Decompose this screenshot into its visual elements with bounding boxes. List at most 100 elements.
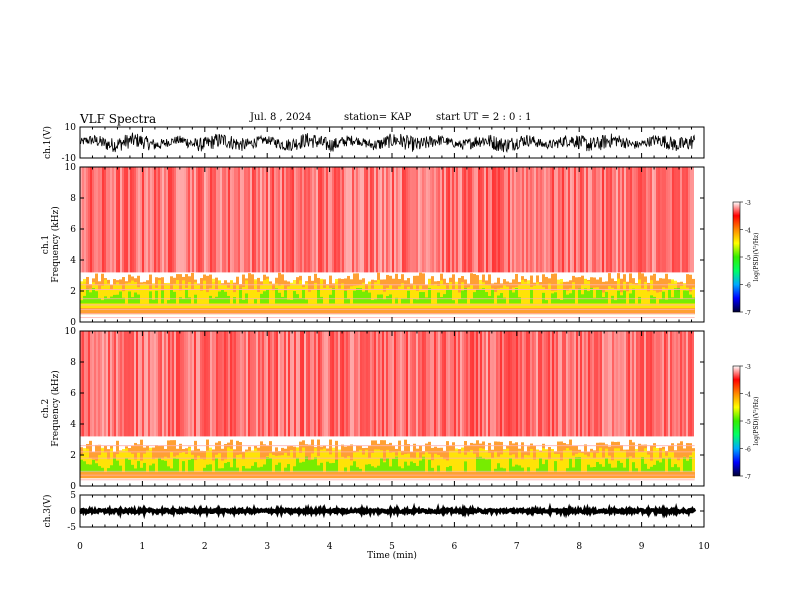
spectrogram-stripe (400, 167, 402, 273)
spectrogram-band (593, 467, 596, 473)
spectrogram-stripe (106, 167, 108, 273)
spectrogram-stripe (156, 331, 158, 437)
spectrogram-stripe (584, 167, 586, 273)
spectrogram-stripe (88, 331, 90, 437)
spectrogram-stripe (502, 167, 504, 273)
spectrogram-ylabel: ch.2Frequency (kHz) (41, 370, 61, 447)
spectrogram-band (104, 296, 107, 304)
spectrogram-band (332, 462, 335, 473)
spectrogram-band (221, 289, 224, 304)
spectrogram-band (368, 464, 371, 473)
spectrogram-band (653, 447, 656, 473)
spectrogram-stripe (438, 331, 440, 437)
spectrogram-stripe (480, 167, 482, 273)
spectrogram-stripe (582, 331, 584, 437)
spectrogram-band (194, 440, 197, 479)
spectrogram-stripe (358, 167, 360, 273)
colorbar-tick-label: -4 (745, 392, 751, 399)
spectrogram-stripe (380, 167, 382, 273)
spectrogram-band (482, 288, 485, 304)
waveform-ch3-tick-label: 0 (70, 507, 76, 517)
spectrogram-stripe (250, 331, 252, 437)
spectrogram-stripe (542, 331, 544, 437)
time-axis-label: Time (min) (367, 550, 417, 561)
spectrogram-stripe (194, 167, 196, 273)
spectrogram-stripe (168, 167, 170, 273)
spectrogram-band (278, 292, 281, 304)
spectrogram-stripe (206, 331, 208, 437)
spectrogram-stripe (648, 167, 650, 273)
spectrogram-band (284, 452, 287, 473)
spectrogram-band (611, 460, 614, 473)
spectrogram-stripe (534, 167, 536, 273)
spectrogram-band (254, 448, 257, 473)
spectrogram-band (560, 441, 563, 479)
spectrogram-band (161, 290, 164, 304)
colorbar-tick-label: -6 (745, 447, 751, 454)
spectrogram-stripe (164, 167, 166, 273)
spectrogram-stripe (120, 331, 122, 437)
spectrogram-band (227, 447, 230, 473)
spectrogram-stripe (94, 167, 96, 273)
spectrogram-band (593, 287, 596, 309)
spectrogram-band (653, 464, 656, 473)
spectrogram-stripe (296, 167, 298, 273)
spectrogram-stripe (536, 331, 538, 437)
spectrogram-band (563, 450, 566, 473)
spectrogram-stripe (388, 331, 390, 437)
spectrogram-stripe (512, 167, 514, 273)
spectrogram-band (317, 289, 320, 304)
spectrogram-stripe (108, 331, 110, 437)
spectrogram-stripe (432, 167, 434, 273)
spectrogram-stripe (468, 331, 470, 437)
spectrogram-band (665, 455, 668, 473)
spectrogram-stripe (588, 331, 590, 437)
spectrogram-stripe (298, 331, 300, 437)
spectrogram-band (269, 457, 272, 473)
spectrogram-band (359, 288, 362, 304)
spectrogram-band (119, 465, 122, 473)
spectrogram-band (302, 447, 305, 473)
spectrogram-band (557, 453, 560, 473)
waveform-ch1-line (79, 132, 695, 153)
spectrogram-stripe (228, 331, 230, 437)
spectrogram-stripe (664, 167, 666, 273)
spectrogram-band (428, 459, 431, 473)
spectrogram-stripe (198, 167, 200, 273)
spectrogram-tick-label: 0 (70, 318, 76, 328)
spectrogram-band (143, 462, 146, 473)
spectrogram-band (398, 466, 401, 473)
colorbar-gradient (732, 365, 741, 477)
spectrogram-stripe (246, 331, 248, 437)
spectrogram-stripe (616, 331, 618, 437)
spectrogram-band (569, 458, 572, 473)
spectrogram-stripe (102, 331, 104, 437)
spectrogram-stripe (650, 167, 652, 273)
spectrogram-stripe (500, 331, 502, 437)
spectrogram-stripe (642, 167, 644, 273)
spectrogram-stripe (626, 331, 628, 437)
spectrogram-stripe (100, 167, 102, 273)
spectrogram-stripe (92, 331, 94, 437)
spectrogram-stripe (596, 331, 598, 437)
spectrogram-band (131, 297, 134, 304)
spectrogram-band (326, 450, 329, 473)
spectrogram-stripe (544, 331, 546, 437)
spectrogram-stripe (638, 167, 640, 273)
spectrogram-band (467, 451, 470, 473)
spectrogram-stripe (212, 167, 214, 273)
spectrogram-stripe (338, 167, 340, 273)
spectrogram-stripe (280, 167, 282, 273)
spectrogram-stripe (432, 331, 434, 437)
spectrogram-band (584, 288, 587, 304)
spectrogram-stripe (498, 167, 500, 273)
spectrogram-band (383, 299, 386, 304)
spectrogram-stripe (644, 331, 646, 437)
spectrogram-band (287, 299, 290, 304)
spectrogram-band (173, 458, 176, 473)
spectrogram-band (395, 297, 398, 304)
spectrogram-band (560, 460, 563, 473)
spectrogram-stripe (602, 331, 604, 437)
spectrogram-stripe (440, 167, 442, 273)
spectrogram-stripe (292, 331, 294, 437)
